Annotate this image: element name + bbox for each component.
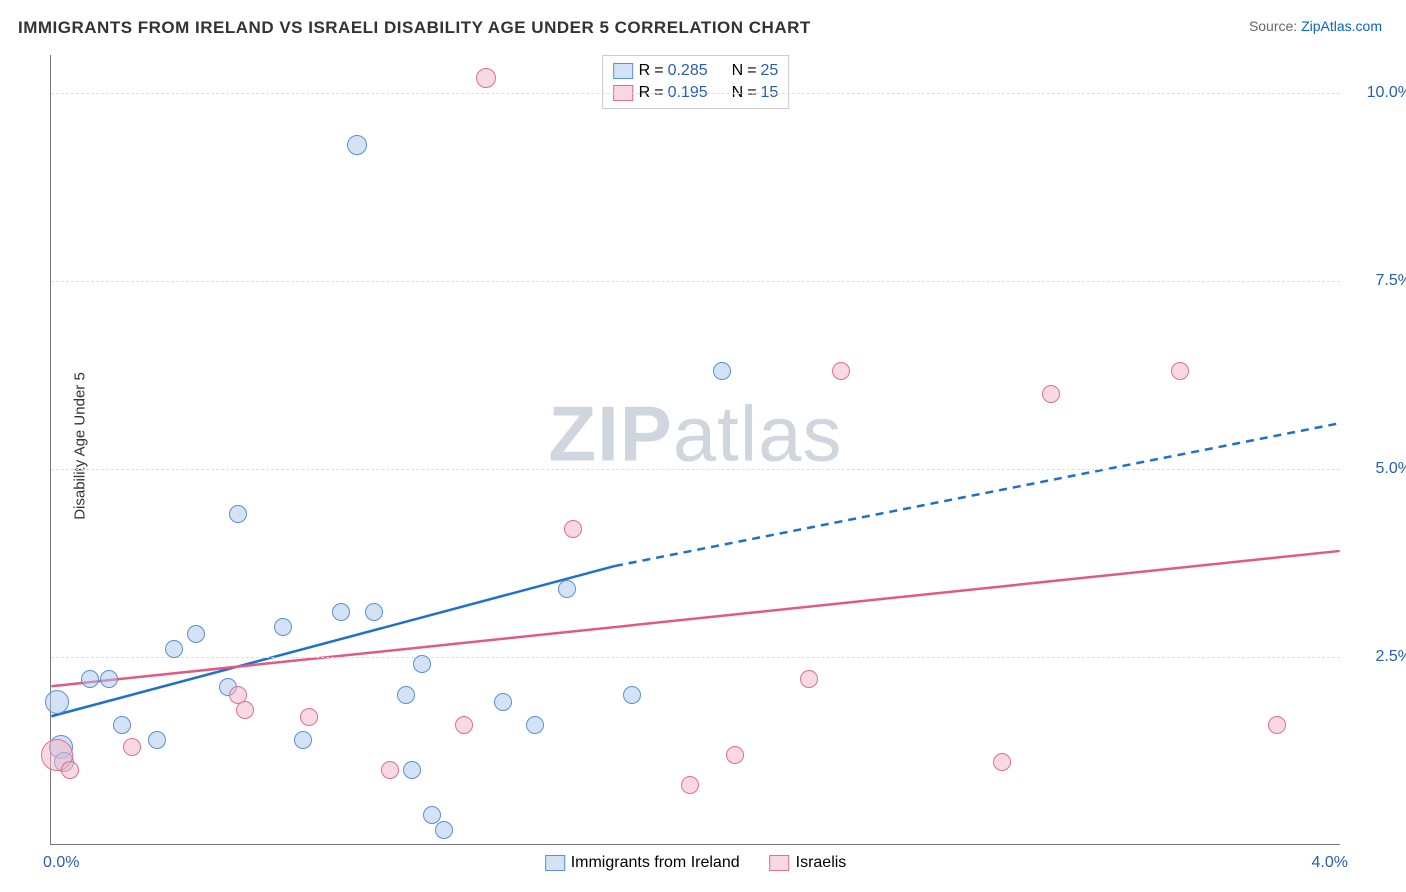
data-point-ireland <box>423 806 441 824</box>
data-point-israelis <box>236 701 254 719</box>
data-point-ireland <box>229 505 247 523</box>
data-point-ireland <box>165 640 183 658</box>
data-point-ireland <box>187 625 205 643</box>
gridline <box>51 281 1340 282</box>
data-point-ireland <box>713 362 731 380</box>
y-axis-tick: 5.0% <box>1352 460 1406 478</box>
gridline <box>51 93 1340 94</box>
trend-lines-layer <box>51 55 1340 844</box>
data-point-ireland <box>623 686 641 704</box>
data-point-israelis <box>1042 385 1060 403</box>
data-point-israelis <box>993 753 1011 771</box>
data-point-ireland <box>347 135 367 155</box>
data-point-ireland <box>403 761 421 779</box>
stat-n: N=25 <box>732 62 779 80</box>
legend-item-israelis: Israelis <box>770 854 847 872</box>
y-axis-tick: 10.0% <box>1352 84 1406 102</box>
legend-label: Israelis <box>796 854 847 871</box>
data-point-ireland <box>526 716 544 734</box>
data-point-ireland <box>397 686 415 704</box>
data-point-ireland <box>113 716 131 734</box>
trend-line <box>51 566 615 716</box>
source-attribution: Source: ZipAtlas.com <box>1249 18 1382 34</box>
data-point-ireland <box>45 690 69 714</box>
y-axis-tick: 2.5% <box>1352 648 1406 666</box>
data-point-ireland <box>365 603 383 621</box>
correlation-stats-legend: R=0.285N=25R=0.195N=15 <box>602 55 790 109</box>
data-point-ireland <box>274 618 292 636</box>
data-point-ireland <box>413 655 431 673</box>
legend-swatch <box>545 855 565 871</box>
data-point-israelis <box>681 776 699 794</box>
legend-item-ireland: Immigrants from Ireland <box>545 854 740 872</box>
source-link[interactable]: ZipAtlas.com <box>1301 18 1382 34</box>
data-point-israelis <box>455 716 473 734</box>
data-point-israelis <box>476 68 496 88</box>
trend-line-dashed <box>615 423 1340 566</box>
stat-r: R=0.285 <box>639 62 708 80</box>
x-axis-tick-max: 4.0% <box>1312 854 1348 872</box>
data-point-ireland <box>148 731 166 749</box>
data-point-israelis <box>381 761 399 779</box>
data-point-israelis <box>726 746 744 764</box>
chart-title: IMMIGRANTS FROM IRELAND VS ISRAELI DISAB… <box>18 18 811 38</box>
legend-swatch <box>770 855 790 871</box>
stats-row-ireland: R=0.285 N=25 <box>613 60 779 82</box>
data-point-ireland <box>435 821 453 839</box>
gridline <box>51 469 1340 470</box>
data-point-israelis <box>61 761 79 779</box>
data-point-ireland <box>100 670 118 688</box>
data-point-israelis <box>123 738 141 756</box>
data-point-israelis <box>1268 716 1286 734</box>
source-prefix: Source: <box>1249 18 1301 34</box>
x-axis-tick-min: 0.0% <box>43 854 79 872</box>
data-point-israelis <box>300 708 318 726</box>
data-point-ireland <box>81 670 99 688</box>
data-point-israelis <box>832 362 850 380</box>
data-point-israelis <box>1171 362 1189 380</box>
gridline <box>51 657 1340 658</box>
chart-plot-area: ZIPatlas R=0.285N=25R=0.195N=15 0.0% 4.0… <box>50 55 1340 845</box>
data-point-ireland <box>494 693 512 711</box>
data-point-ireland <box>558 580 576 598</box>
data-point-ireland <box>294 731 312 749</box>
data-point-israelis <box>800 670 818 688</box>
data-point-israelis <box>564 520 582 538</box>
series-legend: Immigrants from Ireland Israelis <box>545 854 847 872</box>
y-axis-tick: 7.5% <box>1352 272 1406 290</box>
legend-label: Immigrants from Ireland <box>571 854 740 871</box>
legend-swatch <box>613 63 633 79</box>
data-point-ireland <box>332 603 350 621</box>
trend-line <box>51 551 1339 686</box>
